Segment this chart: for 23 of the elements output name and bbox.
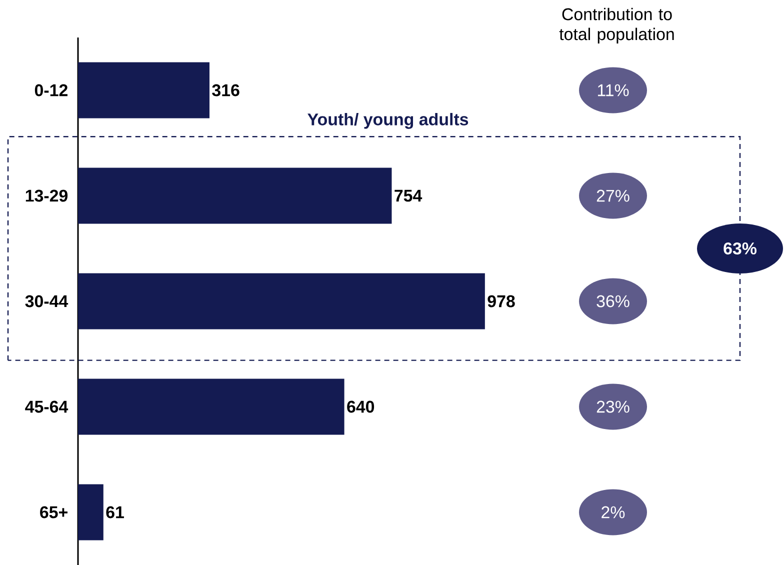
text: 27% <box>596 190 630 202</box>
y-tick-label: 65+ <box>40 506 68 518</box>
text: 63% <box>724 242 756 254</box>
bar <box>78 168 392 224</box>
data-label: 61 <box>106 506 124 518</box>
bar <box>78 62 210 118</box>
data-label: 978 <box>488 295 515 308</box>
y-tick-label: 30-44 <box>25 295 68 308</box>
text: 2% <box>602 506 625 518</box>
data-label: 640 <box>347 400 374 413</box>
data-label: 316 <box>212 84 240 96</box>
bar <box>78 273 485 330</box>
y-tick-label: 0-12 <box>34 84 68 96</box>
bar <box>78 378 344 435</box>
bar <box>78 484 104 540</box>
data-label: 754 <box>394 190 422 202</box>
annotation: Youth/ young adults <box>308 112 468 129</box>
text: 36% <box>596 295 630 308</box>
y-tick-label: 13-29 <box>26 190 68 202</box>
text: 11% <box>598 84 629 96</box>
y-tick-label: 45-64 <box>25 400 68 413</box>
text: 23% <box>596 400 630 413</box>
text: Contribution to total population <box>559 8 674 44</box>
